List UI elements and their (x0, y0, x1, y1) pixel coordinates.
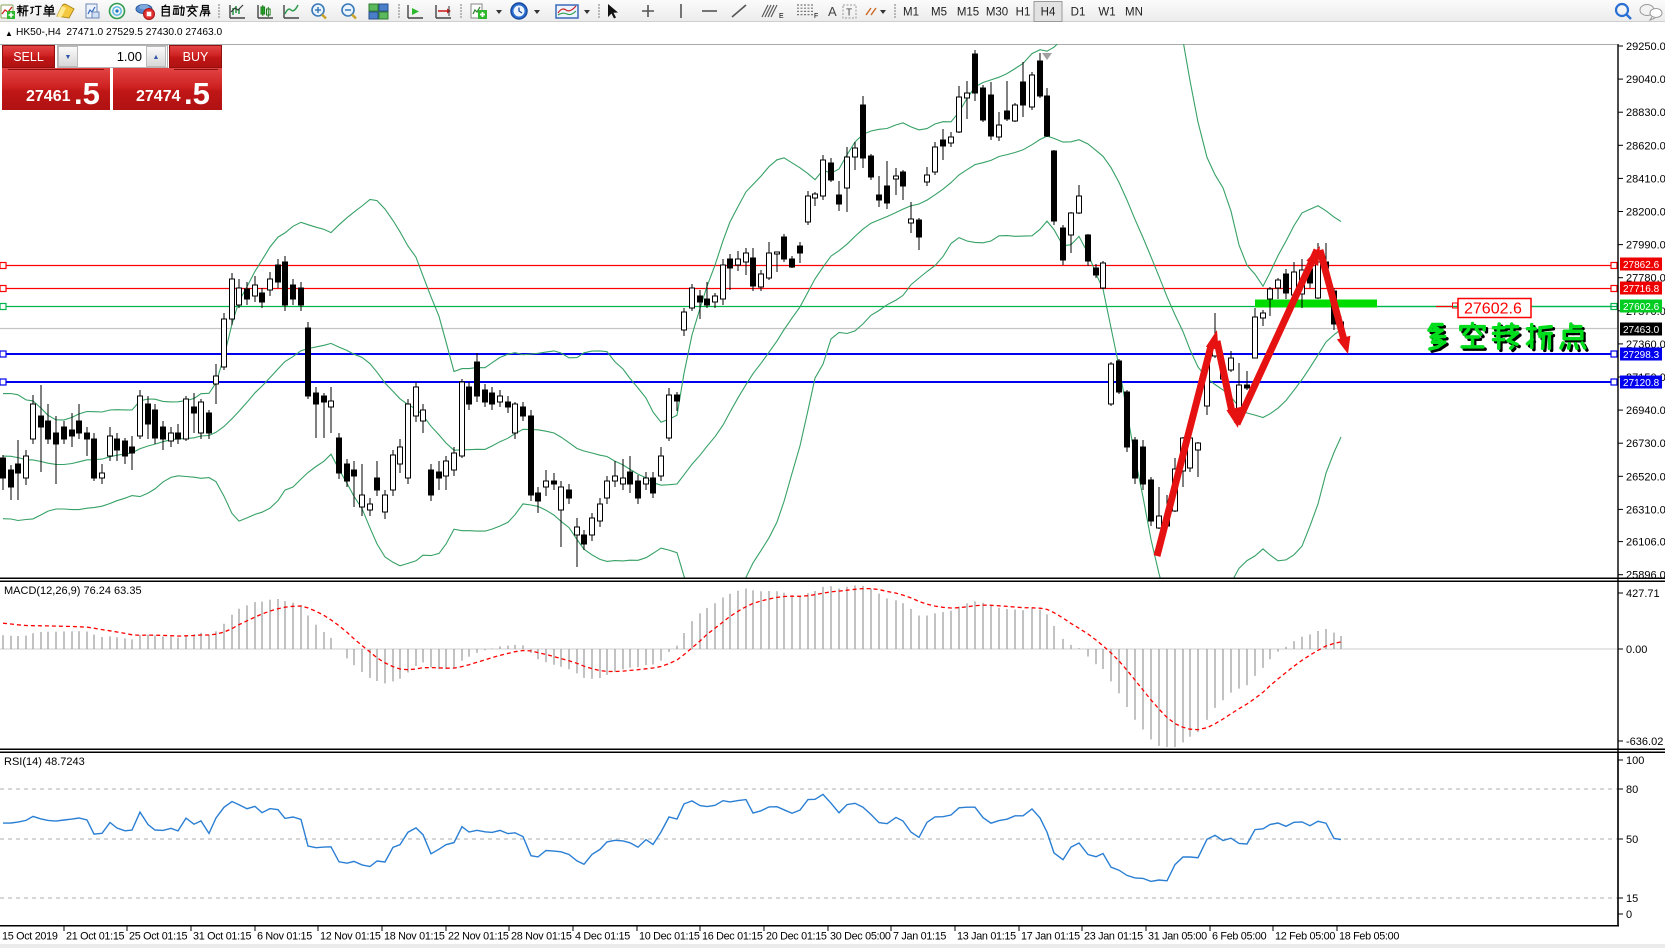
svg-text:50: 50 (1626, 834, 1638, 846)
svg-text:17 Jan 01:15: 17 Jan 01:15 (1021, 931, 1080, 943)
svg-text:M1: M1 (903, 7, 919, 19)
svg-text:27298.3: 27298.3 (1623, 350, 1660, 361)
svg-text:13 Jan 01:15: 13 Jan 01:15 (957, 931, 1016, 943)
svg-text:80: 80 (1626, 784, 1638, 796)
svg-text:F: F (814, 13, 818, 20)
svg-text:W1: W1 (1098, 7, 1115, 19)
svg-text:16 Dec 01:15: 16 Dec 01:15 (702, 931, 763, 943)
svg-text:E: E (779, 13, 784, 20)
svg-text:12 Nov 01:15: 12 Nov 01:15 (320, 931, 381, 943)
svg-text:30 Dec 05:00: 30 Dec 05:00 (830, 931, 891, 943)
svg-text:26310.0: 26310.0 (1626, 504, 1665, 516)
svg-text:29250.0: 29250.0 (1626, 41, 1665, 53)
svg-text:28410.0: 28410.0 (1626, 173, 1665, 185)
svg-text:M15: M15 (957, 7, 979, 19)
svg-text:27463.0: 27463.0 (1623, 325, 1660, 336)
svg-text:22 Nov 01:15: 22 Nov 01:15 (448, 931, 509, 943)
svg-text:6 Nov 01:15: 6 Nov 01:15 (257, 931, 312, 943)
svg-text:25896.0: 25896.0 (1626, 570, 1665, 582)
svg-text:29040.0: 29040.0 (1626, 74, 1665, 86)
svg-text:7 Jan 01:15: 7 Jan 01:15 (893, 931, 946, 943)
svg-text:27862.6: 27862.6 (1623, 260, 1660, 271)
svg-text:15 Oct 2019: 15 Oct 2019 (2, 931, 58, 943)
svg-text:D1: D1 (1071, 7, 1086, 19)
svg-text:28620.0: 28620.0 (1626, 140, 1665, 152)
svg-text:427.71: 427.71 (1626, 588, 1660, 600)
svg-text:10 Dec 01:15: 10 Dec 01:15 (639, 931, 700, 943)
svg-text:18 Nov 01:15: 18 Nov 01:15 (384, 931, 445, 943)
svg-text:28 Nov 01:15: 28 Nov 01:15 (511, 931, 572, 943)
svg-text:31 Jan 05:00: 31 Jan 05:00 (1148, 931, 1207, 943)
svg-text:12 Feb 05:00: 12 Feb 05:00 (1275, 931, 1335, 943)
svg-text:0.00: 0.00 (1626, 644, 1647, 656)
svg-text:27602.6: 27602.6 (1623, 302, 1660, 313)
svg-text:26940.0: 26940.0 (1626, 405, 1665, 417)
svg-text:26730.0: 26730.0 (1626, 438, 1665, 450)
svg-text:-636.02: -636.02 (1626, 736, 1663, 748)
svg-text:RSI(14) 48.7243: RSI(14) 48.7243 (4, 756, 85, 768)
svg-text:27602.6: 27602.6 (1464, 301, 1522, 318)
svg-text:MN: MN (1125, 7, 1143, 19)
svg-text:26520.0: 26520.0 (1626, 471, 1665, 483)
svg-text:20 Dec 01:15: 20 Dec 01:15 (766, 931, 827, 943)
svg-text:4 Dec 01:15: 4 Dec 01:15 (575, 931, 630, 943)
svg-text:27990.0: 27990.0 (1626, 240, 1665, 252)
svg-text:6 Feb 05:00: 6 Feb 05:00 (1212, 931, 1267, 943)
svg-text:21 Oct 01:15: 21 Oct 01:15 (66, 931, 125, 943)
svg-text:27120.8: 27120.8 (1623, 378, 1660, 389)
svg-text:27716.8: 27716.8 (1623, 284, 1660, 295)
svg-text:M5: M5 (931, 7, 947, 19)
svg-text:H4: H4 (1041, 7, 1056, 19)
svg-text:26106.0: 26106.0 (1626, 537, 1665, 549)
svg-text:31 Oct 01:15: 31 Oct 01:15 (193, 931, 252, 943)
svg-text:0: 0 (1626, 909, 1632, 921)
svg-text:MACD(12,26,9) 76.24 63.35: MACD(12,26,9) 76.24 63.35 (4, 585, 142, 597)
svg-text:18 Feb 05:00: 18 Feb 05:00 (1339, 931, 1399, 943)
svg-text:28830.0: 28830.0 (1626, 107, 1665, 119)
svg-text:25 Oct 01:15: 25 Oct 01:15 (129, 931, 188, 943)
svg-text:H1: H1 (1016, 7, 1031, 19)
svg-text:23 Jan 01:15: 23 Jan 01:15 (1084, 931, 1143, 943)
svg-text:M30: M30 (986, 7, 1008, 19)
svg-text:A: A (828, 4, 837, 19)
svg-text:28200.0: 28200.0 (1626, 207, 1665, 219)
svg-text:15: 15 (1626, 893, 1638, 905)
svg-text:T: T (846, 8, 852, 19)
svg-text:100: 100 (1626, 755, 1644, 767)
